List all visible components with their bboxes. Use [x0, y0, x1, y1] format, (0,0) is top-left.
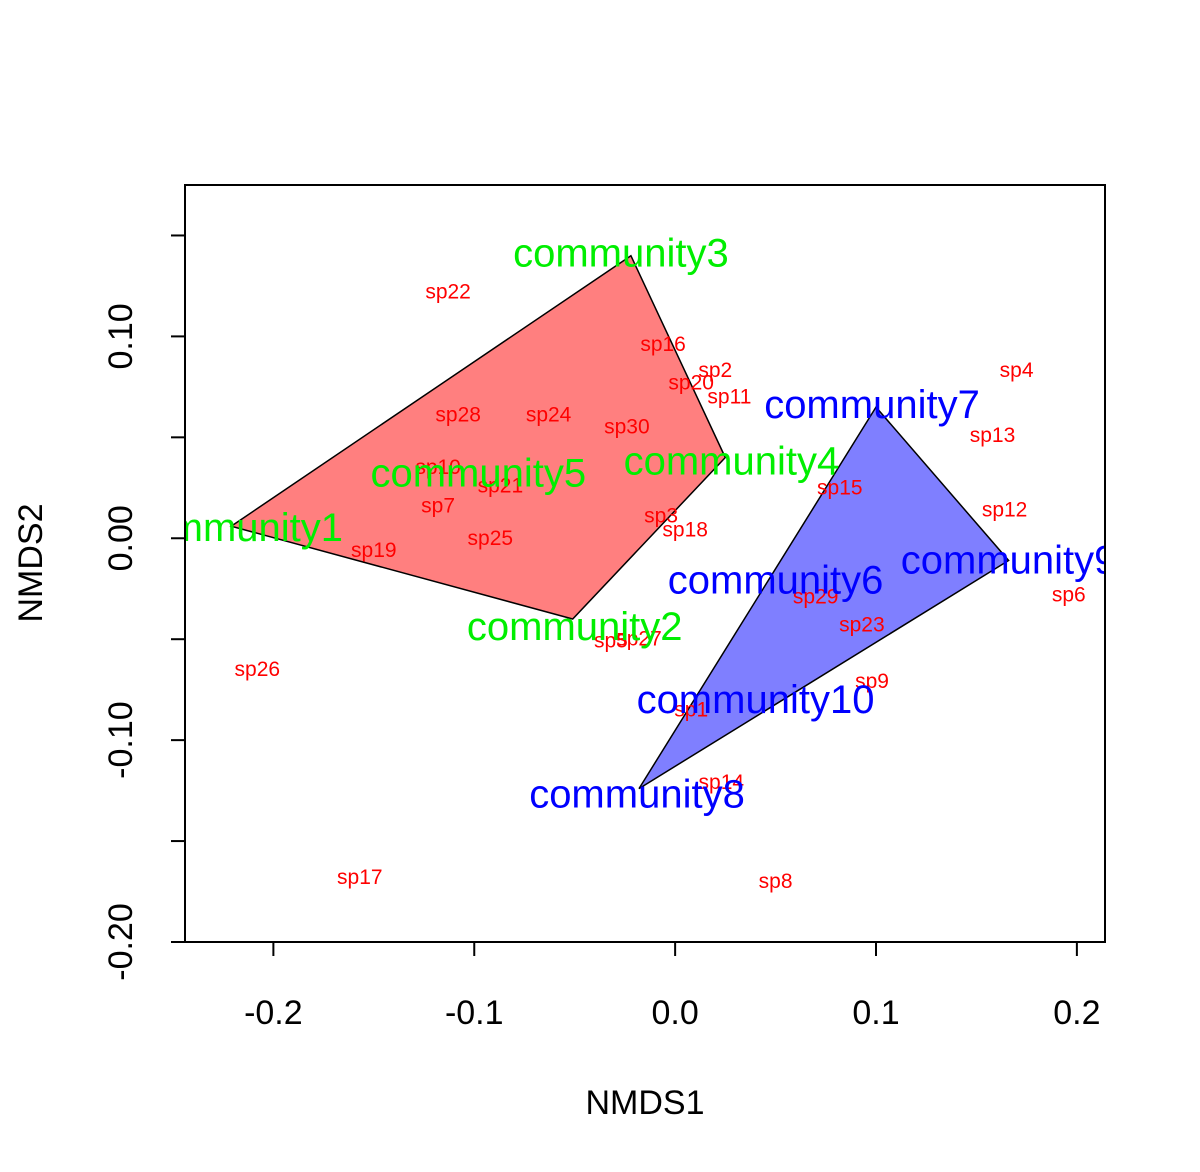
species-label-sp13: sp13 — [970, 424, 1016, 447]
site-label-community9: community9 — [901, 539, 1117, 583]
species-label-sp11: sp11 — [707, 386, 751, 409]
species-label-sp28: sp28 — [435, 404, 481, 427]
species-label-sp4: sp4 — [1000, 359, 1034, 382]
x-axis: -0.2 -0.1 0.0 0.1 0.2 — [244, 941, 1101, 1032]
species-label-sp25: sp25 — [468, 527, 514, 550]
site-label-community6: community6 — [668, 559, 884, 603]
site-label-community1: community1 — [127, 506, 343, 550]
species-label-sp22: sp22 — [425, 281, 471, 304]
species-label-sp30: sp30 — [604, 416, 650, 439]
species-label-sp9: sp9 — [855, 670, 889, 693]
site-label-community3: community3 — [513, 232, 729, 276]
species-label-sp17: sp17 — [337, 866, 383, 889]
species-label-sp18: sp18 — [662, 519, 708, 542]
x-tick-label: -0.1 — [445, 994, 504, 1032]
species-label-sp23: sp23 — [839, 614, 885, 637]
species-label-sp1: sp1 — [674, 698, 708, 721]
site-label-community2: community2 — [467, 605, 683, 649]
hull-group1 — [229, 254, 727, 620]
site-label-community8: community8 — [529, 773, 745, 817]
species-label-sp15: sp15 — [817, 476, 863, 499]
x-axis-title: NMDS1 — [585, 1084, 704, 1122]
species-label-sp7: sp7 — [421, 495, 455, 518]
y-tick-label: -0.20 — [102, 903, 140, 981]
y-axis-title: NMDS2 — [12, 503, 50, 622]
hull-group2 — [638, 405, 1010, 790]
species-label-sp5: sp5 — [594, 630, 628, 653]
species-label-sp29: sp29 — [793, 585, 839, 608]
species-label-sp24: sp24 — [526, 404, 572, 427]
x-tick-label: -0.2 — [244, 994, 303, 1032]
species-label-sp12: sp12 — [982, 499, 1028, 522]
x-tick-label: 0.1 — [852, 994, 899, 1032]
species-label-sp6: sp6 — [1052, 583, 1086, 606]
species-label-sp21: sp21 — [478, 474, 524, 497]
x-tick-label: 0.2 — [1053, 994, 1100, 1032]
hull-layer — [229, 254, 1010, 790]
x-tick-label: 0.0 — [651, 994, 698, 1032]
species-label-sp19: sp19 — [351, 539, 397, 562]
species-label-sp27: sp27 — [616, 628, 662, 651]
species-label-sp8: sp8 — [759, 870, 793, 893]
species-label-sp16: sp16 — [640, 333, 686, 356]
site-label-community10: community10 — [637, 678, 875, 722]
species-label-sp10: sp10 — [415, 456, 461, 479]
species-label-sp3: sp3 — [644, 505, 678, 528]
species-label-sp26: sp26 — [235, 658, 281, 681]
y-axis: -0.20 -0.10 0.00 0.10 — [102, 234, 186, 981]
site-label-community7: community7 — [764, 383, 980, 427]
site-label-community4: community4 — [624, 440, 840, 484]
species-label-sp20: sp20 — [668, 371, 714, 394]
species-label-sp14: sp14 — [699, 771, 745, 794]
site-layer: community3 community5 community4 community1… — [127, 232, 1117, 817]
species-label-sp2: sp2 — [698, 359, 732, 382]
y-tick-label: -0.10 — [102, 701, 140, 779]
y-tick-label: 0.00 — [102, 505, 140, 571]
y-tick-label: 0.10 — [102, 303, 140, 369]
site-label-community5: community5 — [370, 452, 586, 496]
